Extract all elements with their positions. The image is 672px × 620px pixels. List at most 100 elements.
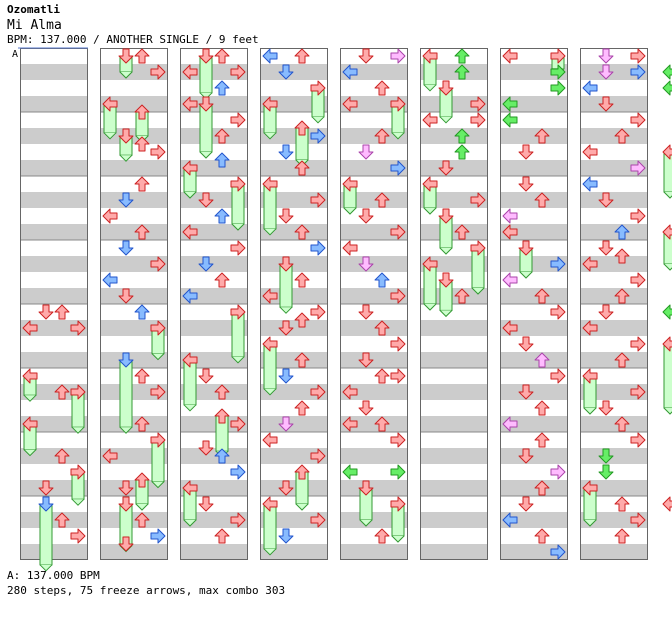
freeze-tail (183, 191, 197, 199)
step-arrow-down-icon (198, 256, 214, 272)
freeze-tail (263, 548, 277, 556)
beat-stripe (420, 480, 488, 496)
beat-stripe (260, 320, 328, 336)
beat-stripe (500, 288, 568, 304)
beat-stripe (100, 96, 168, 112)
beat-stripe (500, 352, 568, 368)
beat-stripe (500, 224, 568, 240)
step-arrow-up-icon (134, 304, 150, 320)
beat-stripe (340, 192, 408, 208)
beat-stripe (100, 224, 168, 240)
step-arrow-down-icon (278, 320, 294, 336)
step-arrow-up-icon (454, 48, 470, 64)
song-title: Mi Alma (7, 18, 62, 33)
step-arrow-right-icon (310, 384, 326, 400)
step-arrow-right-icon (390, 432, 406, 448)
step-arrow-up-icon (294, 464, 310, 480)
step-arrow-up-icon (534, 432, 550, 448)
beat-stripe (420, 64, 488, 80)
beat-stripe (20, 128, 88, 144)
beat-stripe (500, 96, 568, 112)
step-arrow-right-icon (230, 176, 246, 192)
step-arrow-right-icon (550, 48, 566, 64)
step-arrow-down-icon (438, 80, 454, 96)
step-arrow-up-icon (614, 224, 630, 240)
beat-stripe (260, 384, 328, 400)
step-arrow-right-icon (70, 320, 86, 336)
step-arrow-left-icon (102, 96, 118, 112)
step-arrow-right-icon (150, 384, 166, 400)
step-arrow-up-icon (294, 312, 310, 328)
step-arrow-up-icon (294, 120, 310, 136)
beat-stripe (340, 160, 408, 176)
step-arrow-down-icon (118, 192, 134, 208)
step-arrow-left-icon (182, 480, 198, 496)
beat-stripe (500, 64, 568, 80)
beat-stripe (20, 224, 88, 240)
step-arrow-left-icon (182, 288, 198, 304)
beat-stripe (20, 256, 88, 272)
beat-stripe (100, 448, 168, 464)
freeze-tail (119, 426, 133, 434)
beat-stripe (500, 320, 568, 336)
freeze-tail (263, 228, 277, 236)
freeze-tail (103, 132, 117, 140)
step-arrow-left-icon (102, 208, 118, 224)
step-arrow-right-icon (630, 208, 646, 224)
step-arrow-down-icon (198, 48, 214, 64)
song-meta: BPM: 137.000 / ANOTHER SINGLE / 9 feet (7, 33, 259, 46)
step-arrow-up-icon (54, 384, 70, 400)
beat-stripe (100, 352, 168, 368)
step-arrow-right-icon (630, 160, 646, 176)
step-arrow-up-icon (374, 272, 390, 288)
beat-stripe (180, 64, 248, 80)
step-arrow-right-icon (230, 112, 246, 128)
beat-stripe (260, 544, 328, 560)
beat-stripe (340, 64, 408, 80)
step-arrow-left-icon (502, 416, 518, 432)
beat-stripe (260, 96, 328, 112)
freeze-tail (439, 247, 453, 255)
beat-stripe (500, 128, 568, 144)
step-arrow-down-icon (278, 256, 294, 272)
beat-stripe (100, 288, 168, 304)
step-arrow-left-icon (502, 272, 518, 288)
beat-stripe (420, 544, 488, 560)
step-arrow-right-icon (630, 336, 646, 352)
step-arrow-up-icon (534, 192, 550, 208)
step-arrow-right-icon (70, 464, 86, 480)
beat-stripe (580, 512, 648, 528)
step-arrow-right-icon (550, 304, 566, 320)
step-arrow-right-icon (70, 384, 86, 400)
beat-stripe (580, 128, 648, 144)
beat-stripe (180, 224, 248, 240)
beat-stripe (420, 160, 488, 176)
freeze-tail (231, 356, 245, 364)
beat-stripe (20, 416, 88, 432)
step-arrow-right-icon (550, 64, 566, 80)
step-arrow-right-icon (390, 336, 406, 352)
step-arrow-left-icon (342, 176, 358, 192)
step-arrow-right-icon (390, 160, 406, 176)
step-arrow-left-icon (182, 64, 198, 80)
freeze-tail (663, 191, 672, 199)
beat-stripe (580, 448, 648, 464)
step-arrow-down-icon (358, 304, 374, 320)
step-arrow-right-icon (550, 464, 566, 480)
beat-stripe (580, 288, 648, 304)
step-arrow-up-icon (614, 496, 630, 512)
column-border (340, 48, 408, 560)
step-arrow-up-icon (454, 224, 470, 240)
step-arrow-left-icon (502, 320, 518, 336)
step-arrow-down-icon (598, 400, 614, 416)
step-arrow-up-icon (374, 368, 390, 384)
step-arrow-right-icon (230, 64, 246, 80)
beat-stripe (180, 128, 248, 144)
beat-stripe (180, 288, 248, 304)
beat-stripe (20, 288, 88, 304)
beat-stripe (500, 416, 568, 432)
beat-stripe (420, 384, 488, 400)
step-arrow-left-icon (662, 496, 672, 512)
beat-stripe (260, 480, 328, 496)
